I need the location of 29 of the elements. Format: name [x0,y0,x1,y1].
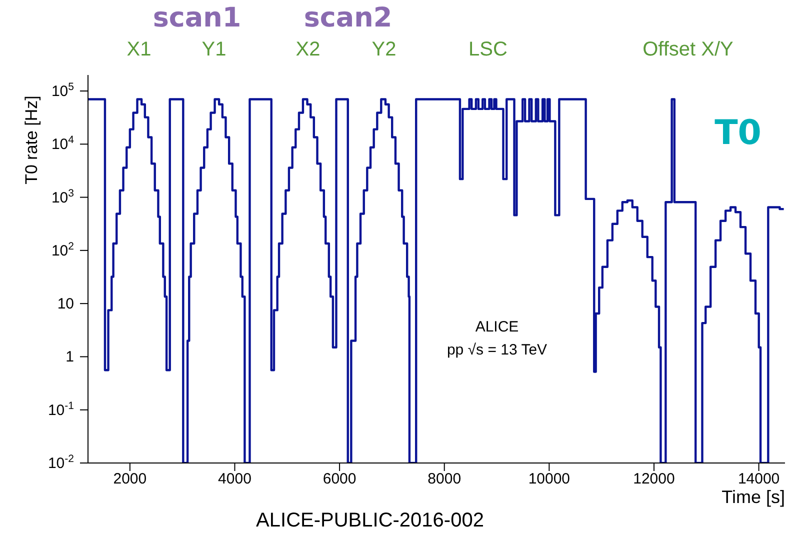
y-tick-label: 10$^{-1}$ [48,400,74,419]
text: X2 [296,38,320,62]
x-axis-title: Time [s] [722,487,785,508]
y-tick-label: 10$^{3}$ [51,187,74,206]
x-tick-label: 4000 [218,470,252,488]
x-tick-label: 2000 [113,470,147,488]
annotation: pp √s = 13 TeV [446,342,548,358]
annotation: ALICE [475,318,519,336]
x-tick-label: 6000 [322,470,356,488]
text: scan2 [304,2,392,34]
text: scan1 [152,2,242,34]
y-tick-label: 10$^{2}$ [51,240,74,260]
annotation: T0 [714,113,762,153]
y-tick-label: 10 [57,296,74,313]
text: ALICE-PUBLIC-2016-002 [256,510,484,532]
y-axis-title: T0 rate [Hz] [22,96,42,184]
text: X1 [126,38,152,62]
text: Offset X/Y [642,38,734,62]
x-tick-label: 12000 [633,470,675,488]
y-tick-label: 10$^{4}$ [51,134,74,154]
x-tick-label: 14000 [738,470,780,488]
y-tick-label: 1 [66,348,74,366]
x-tick-label: 10000 [528,470,570,488]
text: Y1 [202,38,226,62]
text: LSC [468,38,508,62]
x-tick-label: 8000 [428,470,462,488]
y-tick-label: 10$^{-2}$ [48,453,74,472]
y-tick-label: 10$^{5}$ [51,81,74,100]
text: Y2 [372,38,396,62]
